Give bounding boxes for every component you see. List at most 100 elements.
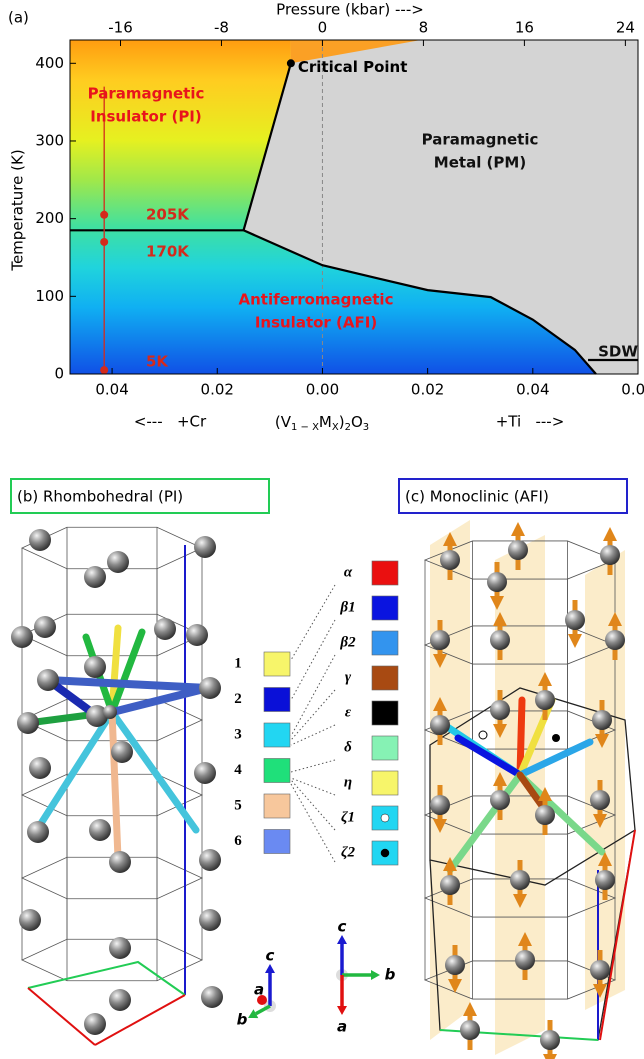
- formula-subscript: 1 − X: [291, 422, 319, 433]
- atom: [107, 551, 129, 573]
- axis-arrowhead: [371, 970, 380, 980]
- legend-connector: [290, 759, 336, 773]
- atom: [111, 741, 133, 763]
- x-tick-label: 0.04: [516, 381, 549, 399]
- atom: [430, 795, 450, 815]
- legend-number: 3: [234, 726, 242, 742]
- atom: [445, 955, 465, 975]
- atom: [592, 710, 612, 730]
- axis-label: c: [266, 947, 275, 965]
- bond: [44, 676, 212, 692]
- legend-number: 5: [234, 797, 242, 813]
- axis-arrowhead: [337, 935, 347, 944]
- atom: [84, 566, 106, 588]
- atom: [565, 610, 585, 630]
- spin-head: [433, 819, 447, 833]
- plot-frame: [69, 39, 639, 375]
- data-point: [100, 366, 109, 375]
- spin-head: [538, 787, 552, 801]
- y-tick-label: 200: [35, 209, 64, 227]
- atom: [199, 909, 221, 931]
- legend-swatch: [263, 722, 291, 748]
- axis-a: [257, 995, 267, 1005]
- bond: [36, 708, 116, 829]
- x-tick-label: 0.02: [411, 381, 444, 399]
- legend-number: 2: [234, 691, 242, 707]
- spin-head: [593, 984, 607, 998]
- axis-label: b: [237, 1011, 248, 1029]
- data-point: [100, 210, 109, 219]
- legend-greek: ζ2: [341, 844, 356, 860]
- spin-head: [595, 734, 609, 748]
- atom: [487, 572, 507, 592]
- axis-arrowhead: [265, 964, 275, 973]
- bond: [454, 734, 524, 779]
- cell-base: [27, 960, 186, 996]
- x-tick-label: 0.04: [95, 381, 128, 399]
- phase-diagram: 205K 170K 5K Critical Point Paramagnetic Insu…: [8, 1, 644, 434]
- atom: [440, 550, 460, 570]
- legend-connector: [290, 619, 336, 701]
- point-label: 170K: [146, 242, 190, 260]
- legend-connector: [290, 777, 336, 796]
- legend-swatch: [263, 687, 291, 712]
- atom: [605, 630, 625, 650]
- atom: [19, 909, 41, 931]
- critical-point-label: Critical Point: [298, 58, 408, 76]
- crossover-region: [290, 40, 421, 64]
- spin-plane: [495, 535, 545, 1055]
- cell-base: [94, 994, 186, 1046]
- region-label: Paramagnetic: [422, 131, 539, 149]
- bond: [108, 628, 146, 716]
- atom: [89, 819, 111, 841]
- atom: [490, 700, 510, 720]
- legend-connector: [290, 584, 336, 661]
- region-label: Metal (PM): [434, 154, 526, 172]
- atom: [600, 545, 620, 565]
- x2-axis-title: Pressure (kbar) --->: [276, 1, 424, 19]
- panel-title-frame: [10, 478, 270, 514]
- legend-connector: [290, 724, 336, 746]
- spin-head: [433, 654, 447, 668]
- legend-number: 6: [234, 833, 242, 849]
- spin-head: [493, 612, 507, 626]
- legend-swatch: [371, 700, 399, 726]
- atom: [590, 790, 610, 810]
- spin-head: [490, 596, 504, 610]
- legend-connector: [290, 689, 336, 741]
- atom: [27, 821, 49, 843]
- y-tick-label: 300: [35, 131, 64, 149]
- x-tick-label: 0.02: [201, 381, 234, 399]
- bond: [108, 708, 122, 862]
- atom: [540, 1030, 560, 1050]
- atom: [11, 626, 33, 648]
- legend-swatch: [371, 595, 399, 621]
- region-label: Antiferromagnetic: [239, 291, 394, 309]
- zeta-marker: [552, 734, 560, 742]
- bond: [516, 771, 549, 814]
- bond: [108, 708, 200, 834]
- atom: [535, 690, 555, 710]
- atom: [109, 989, 131, 1011]
- cell-base: [27, 987, 96, 1046]
- formula-subscript: 2: [345, 422, 351, 433]
- formula-text: O: [351, 413, 363, 431]
- atom: [194, 762, 216, 784]
- y-tick-label: 0: [54, 365, 64, 383]
- y-tick-label: 100: [35, 287, 64, 305]
- point-label: 5K: [146, 353, 169, 371]
- y-tick-label: 400: [35, 54, 64, 72]
- zeta-marker: [478, 730, 488, 740]
- spin-head: [493, 772, 507, 786]
- bond: [516, 738, 594, 779]
- region-label: Paramagnetic: [88, 85, 205, 103]
- atom: [595, 870, 615, 890]
- spin-head: [603, 527, 617, 541]
- legend-swatch: [371, 665, 399, 691]
- legend-swatch: [371, 735, 399, 761]
- x2-tick-label: 8: [419, 19, 429, 37]
- bond: [108, 624, 122, 716]
- spin-head: [433, 697, 447, 711]
- x2-tick-label: -16: [108, 19, 133, 37]
- atom: [440, 875, 460, 895]
